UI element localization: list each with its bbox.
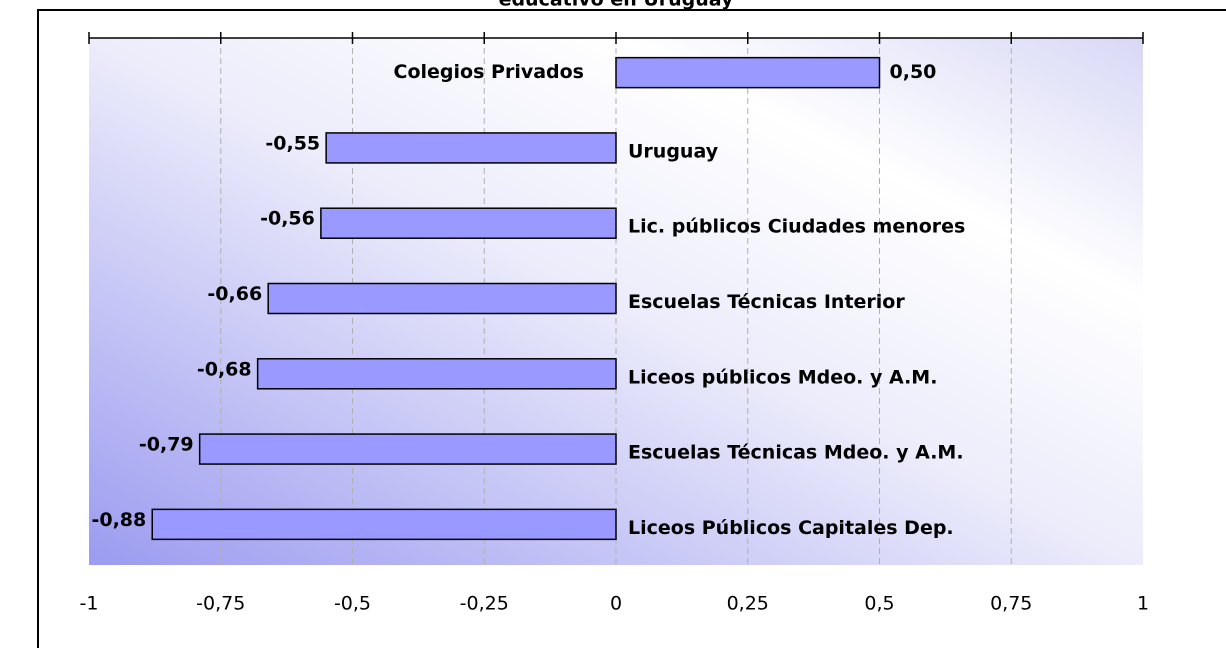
category-label: Colegios Privados [394,61,584,83]
value-label: -0,68 [197,358,252,380]
category-label: Liceos públicos Mdeo. y A.M. [628,366,937,388]
x-tick-label: -0,75 [196,593,245,615]
bar [198,433,617,465]
bar [615,56,881,89]
x-tick-label: 0 [610,593,622,615]
category-label: Liceos Públicos Capitales Dep. [628,517,954,539]
value-label: -0,79 [139,434,194,456]
x-tick-label: -1 [80,593,99,615]
x-tick-label: 1 [1137,593,1149,615]
category-label: Lic. públicos Ciudades menores [628,216,965,238]
value-label: -0,55 [265,132,320,154]
bar [151,508,617,541]
value-label: -0,88 [91,509,146,531]
value-label: 0,50 [890,61,937,83]
x-tick-label: 0,25 [727,593,769,615]
bar [267,282,617,315]
category-label: Escuelas Técnicas Mdeo. y A.M. [628,442,964,464]
chart-title: educativo en Uruguay [499,0,734,11]
x-tick-label: -0,5 [334,593,371,615]
bar [256,358,617,390]
x-tick-label: -0,25 [460,593,509,615]
x-tick-label: 0,5 [864,593,894,615]
bar [325,132,617,164]
bar [320,207,617,239]
value-label: -0,56 [260,208,315,230]
x-tick-label: 0,75 [990,593,1032,615]
category-label: Escuelas Técnicas Interior [628,291,905,313]
category-label: Uruguay [628,140,719,162]
value-label: -0,66 [207,283,262,305]
